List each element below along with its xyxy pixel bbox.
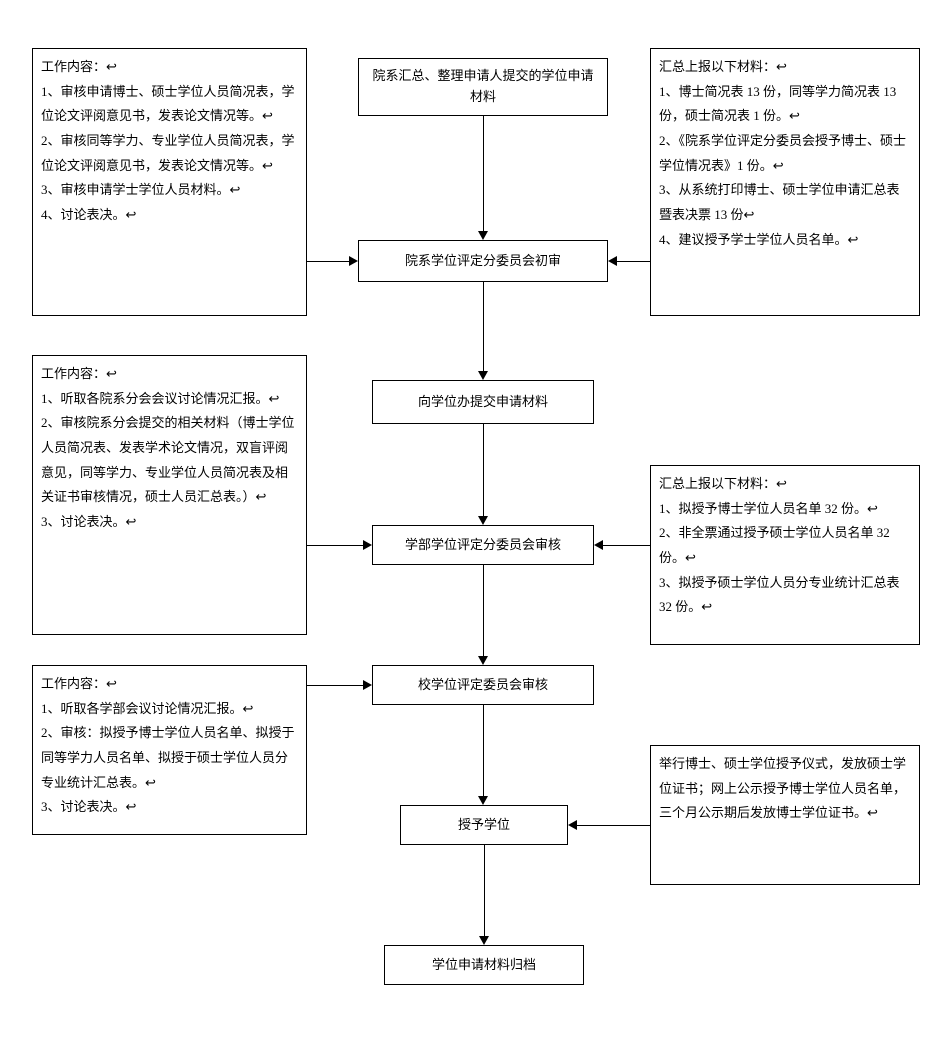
side-note-line: 2、审核院系分会提交的相关材料（博士学位人员简况表、发表学术论文情况，双盲评阅意… [41, 411, 298, 510]
arrow-head-right-icon [349, 256, 358, 266]
arrow-head-down-icon [478, 516, 488, 525]
side-note-line: 2、审核同等学力、专业学位人员简况表，学位论文评阅意见书，发表论文情况等。↩ [41, 129, 298, 178]
side-edge [307, 545, 364, 546]
arrow-head-right-icon [363, 540, 372, 550]
arrow-head-left-icon [568, 820, 577, 830]
side-note-line: 工作内容：↩ [41, 672, 298, 697]
side-note-line: 4、讨论表决。↩ [41, 203, 298, 228]
side-note-r2: 汇总上报以下材料：↩1、拟授予博士学位人员名单 32 份。↩2、非全票通过授予硕… [650, 465, 920, 645]
flow-edge [483, 565, 484, 657]
side-note-r3: 举行博士、硕士学位授予仪式，发放硕士学位证书；网上公示授予博士学位人员名单，三个… [650, 745, 920, 885]
arrow-head-down-icon [478, 656, 488, 665]
side-note-line: 举行博士、硕士学位授予仪式，发放硕士学位证书；网上公示授予博士学位人员名单，三个… [659, 752, 911, 826]
flow-node-label: 授予学位 [458, 815, 510, 836]
side-note-l1: 工作内容：↩1、审核申请博士、硕士学位人员简况表，学位论文评阅意见书，发表论文情… [32, 48, 307, 316]
arrow-head-down-icon [478, 796, 488, 805]
flow-node-c4: 学部学位评定分委员会审核 [372, 525, 594, 565]
arrow-head-down-icon [478, 371, 488, 380]
flow-node-c7: 学位申请材料归档 [384, 945, 584, 985]
side-note-line: 3、拟授予硕士学位人员分专业统计汇总表 32 份。↩ [659, 571, 911, 620]
flowchart-canvas: 院系汇总、整理申请人提交的学位申请材料院系学位评定分委员会初审向学位办提交申请材… [0, 0, 948, 1042]
flow-node-c6: 授予学位 [400, 805, 568, 845]
side-note-line: 3、审核申请学士学位人员材料。↩ [41, 178, 298, 203]
side-note-r1: 汇总上报以下材料：↩1、博士简况表 13 份，同等学力简况表 13 份，硕士简况… [650, 48, 920, 316]
flow-node-label: 院系学位评定分委员会初审 [405, 251, 561, 272]
side-note-line: 3、从系统打印博士、硕士学位申请汇总表暨表决票 13 份↩ [659, 178, 911, 227]
flow-node-c2: 院系学位评定分委员会初审 [358, 240, 608, 282]
side-note-line: 1、听取各院系分会会议讨论情况汇报。↩ [41, 387, 298, 412]
arrow-head-left-icon [608, 256, 617, 266]
arrow-head-right-icon [363, 680, 372, 690]
side-edge [576, 825, 650, 826]
side-edge [307, 685, 364, 686]
side-note-line: 1、拟授予博士学位人员名单 32 份。↩ [659, 497, 911, 522]
arrow-head-left-icon [594, 540, 603, 550]
arrow-head-down-icon [478, 231, 488, 240]
flow-node-c3: 向学位办提交申请材料 [372, 380, 594, 424]
side-edge [307, 261, 350, 262]
flow-edge [484, 845, 485, 937]
flow-edge [483, 116, 484, 232]
flow-node-label: 校学位评定委员会审核 [418, 675, 548, 696]
flow-node-c5: 校学位评定委员会审核 [372, 665, 594, 705]
flow-edge [483, 705, 484, 797]
side-note-line: 工作内容：↩ [41, 55, 298, 80]
side-note-line: 1、博士简况表 13 份，同等学力简况表 13 份，硕士简况表 1 份。↩ [659, 80, 911, 129]
flow-edge [483, 424, 484, 517]
flow-node-label: 向学位办提交申请材料 [418, 392, 548, 413]
side-note-line: 2、《院系学位评定分委员会授予博士、硕士学位情况表》1 份。↩ [659, 129, 911, 178]
side-note-line: 1、审核申请博士、硕士学位人员简况表，学位论文评阅意见书，发表论文情况等。↩ [41, 80, 298, 129]
side-note-line: 工作内容：↩ [41, 362, 298, 387]
side-edge [616, 261, 650, 262]
flow-node-label: 学位申请材料归档 [432, 955, 536, 976]
side-note-line: 2、非全票通过授予硕士学位人员名单 32 份。↩ [659, 521, 911, 570]
side-note-l3: 工作内容：↩1、听取各学部会议讨论情况汇报。↩2、审核：拟授予博士学位人员名单、… [32, 665, 307, 835]
flow-node-label: 院系汇总、整理申请人提交的学位申请材料 [369, 66, 597, 108]
side-note-line: 2、审核：拟授予博士学位人员名单、拟授于同等学力人员名单、拟授于硕士学位人员分专… [41, 721, 298, 795]
arrow-head-down-icon [479, 936, 489, 945]
side-note-line: 汇总上报以下材料：↩ [659, 55, 911, 80]
side-note-line: 3、讨论表决。↩ [41, 510, 298, 535]
side-note-l2: 工作内容：↩1、听取各院系分会会议讨论情况汇报。↩2、审核院系分会提交的相关材料… [32, 355, 307, 635]
side-note-line: 1、听取各学部会议讨论情况汇报。↩ [41, 697, 298, 722]
side-note-line: 汇总上报以下材料：↩ [659, 472, 911, 497]
flow-node-c1: 院系汇总、整理申请人提交的学位申请材料 [358, 58, 608, 116]
flow-node-label: 学部学位评定分委员会审核 [405, 535, 561, 556]
side-note-line: 3、讨论表决。↩ [41, 795, 298, 820]
side-note-line: 4、建议授予学士学位人员名单。↩ [659, 228, 911, 253]
flow-edge [483, 282, 484, 372]
side-edge [602, 545, 650, 546]
